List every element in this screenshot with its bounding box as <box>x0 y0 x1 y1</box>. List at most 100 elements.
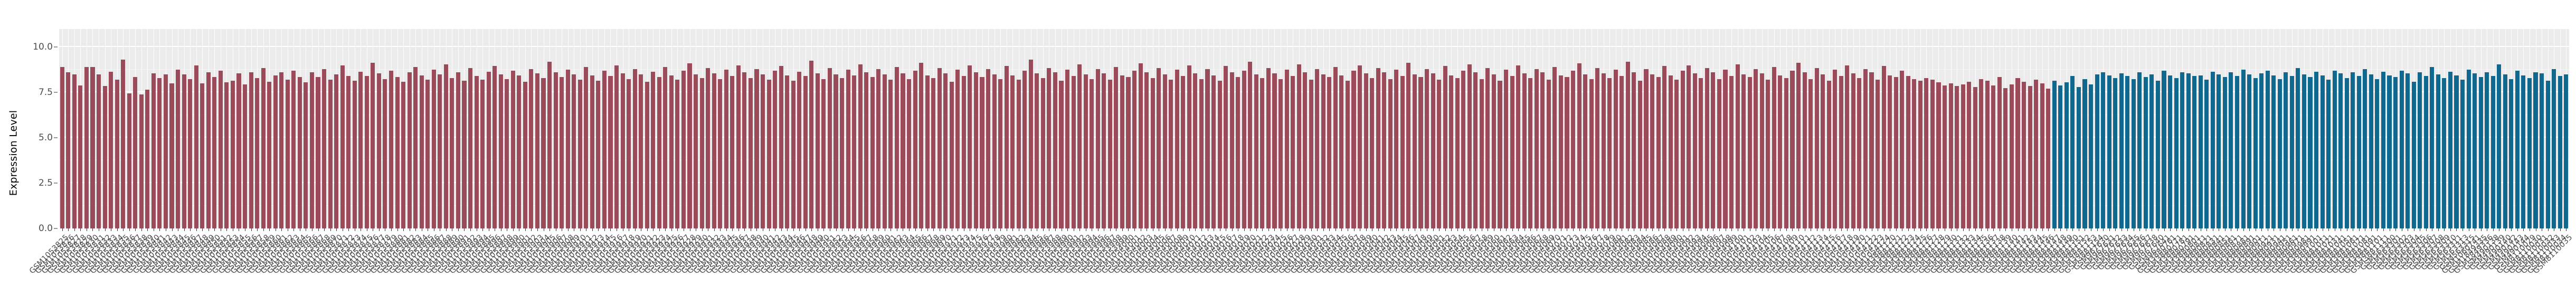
bar <box>2405 73 2410 228</box>
bar <box>1162 74 1167 228</box>
x-axis-tick-mark <box>1201 228 1202 231</box>
bar <box>1278 79 1283 228</box>
bar <box>1035 73 1039 228</box>
x-axis-tick-mark <box>397 228 398 231</box>
bar <box>364 76 369 228</box>
bar <box>163 74 168 228</box>
gridline-horizontal-major <box>59 182 2569 184</box>
x-axis-tick-mark <box>2316 228 2317 231</box>
bar <box>267 81 272 228</box>
bar <box>1138 63 1143 228</box>
bar <box>1826 80 1831 228</box>
bar <box>2308 77 2313 228</box>
x-axis-tick-mark <box>878 228 879 231</box>
bar <box>438 74 442 228</box>
x-axis-tick-mark <box>738 228 739 231</box>
bar <box>2314 71 2319 228</box>
bar <box>1370 78 1375 228</box>
bar <box>2411 81 2416 228</box>
x-axis-tick-mark <box>1981 228 1982 231</box>
bar <box>1114 67 1119 228</box>
bar <box>2229 72 2233 228</box>
bar <box>565 70 570 228</box>
x-axis-tick-mark <box>677 228 678 231</box>
bar <box>90 67 95 228</box>
x-axis-tick-mark <box>1323 228 1324 231</box>
x-axis-tick-mark <box>1731 228 1732 231</box>
bar <box>1534 69 1539 228</box>
x-axis-tick-mark <box>190 228 191 231</box>
x-axis-tick-mark <box>1457 228 1458 231</box>
x-axis-tick-mark <box>141 228 142 231</box>
x-axis-tick-mark <box>714 228 715 231</box>
bar <box>2356 76 2361 228</box>
bar <box>102 86 107 228</box>
bar <box>681 71 686 228</box>
bar <box>2022 81 2026 228</box>
x-axis-tick-mark <box>836 228 837 231</box>
bar <box>614 65 619 228</box>
bar <box>2344 78 2349 228</box>
bar <box>1900 71 1905 228</box>
bar <box>840 78 845 228</box>
bar <box>395 77 400 228</box>
bar <box>2064 82 2069 228</box>
bar <box>1589 79 1594 228</box>
x-axis-tick-mark <box>2243 228 2244 231</box>
bar <box>1729 76 1734 228</box>
bar <box>754 69 759 228</box>
bar <box>1431 73 1435 228</box>
bar <box>906 79 912 228</box>
bar <box>2478 77 2483 228</box>
bar <box>1961 84 1965 228</box>
bar <box>2168 75 2173 228</box>
bar <box>1473 72 1478 228</box>
x-axis-tick-mark <box>531 228 532 231</box>
bar <box>2527 78 2532 228</box>
bar <box>1711 72 1716 228</box>
bar <box>2399 71 2404 228</box>
bar <box>2369 74 2373 228</box>
bar <box>1022 71 1027 228</box>
x-axis-tick-mark <box>1579 228 1580 231</box>
bar <box>547 61 552 228</box>
bar <box>340 65 345 228</box>
x-axis-tick-mark <box>2291 228 2293 231</box>
bar <box>279 72 284 228</box>
bar <box>1637 80 1642 228</box>
bar <box>468 68 473 228</box>
bar <box>712 73 716 228</box>
bar <box>2009 84 2014 228</box>
bar <box>803 76 808 228</box>
bar <box>1577 63 1581 228</box>
x-axis-tick-mark <box>2054 228 2055 231</box>
bar <box>541 78 546 228</box>
x-axis-tick-mark <box>378 228 380 231</box>
x-axis-tick-mark <box>665 228 666 231</box>
bar <box>1936 82 1941 228</box>
x-axis-tick-mark <box>293 228 295 231</box>
x-axis-tick-mark <box>68 228 69 231</box>
x-axis-tick-mark <box>2438 228 2439 231</box>
bar <box>572 74 576 228</box>
bar <box>505 79 509 228</box>
bar <box>1291 76 1295 228</box>
bar <box>815 73 820 228</box>
bar <box>931 78 936 228</box>
gridline-horizontal-major <box>59 227 2569 228</box>
bar <box>2186 73 2191 228</box>
bar <box>651 71 656 228</box>
bar <box>1412 74 1417 228</box>
bar <box>182 74 186 228</box>
x-axis-tick-mark <box>2170 228 2171 231</box>
bar <box>1973 87 1977 228</box>
bar <box>1229 72 1234 228</box>
bar <box>2454 75 2459 228</box>
bar <box>1242 71 1246 228</box>
x-axis-tick-mark <box>2359 228 2360 231</box>
bar <box>1382 72 1387 228</box>
x-axis-tick-mark <box>2048 228 2049 231</box>
bar <box>2423 76 2428 228</box>
bar <box>1059 80 1064 228</box>
bar <box>2284 72 2288 228</box>
